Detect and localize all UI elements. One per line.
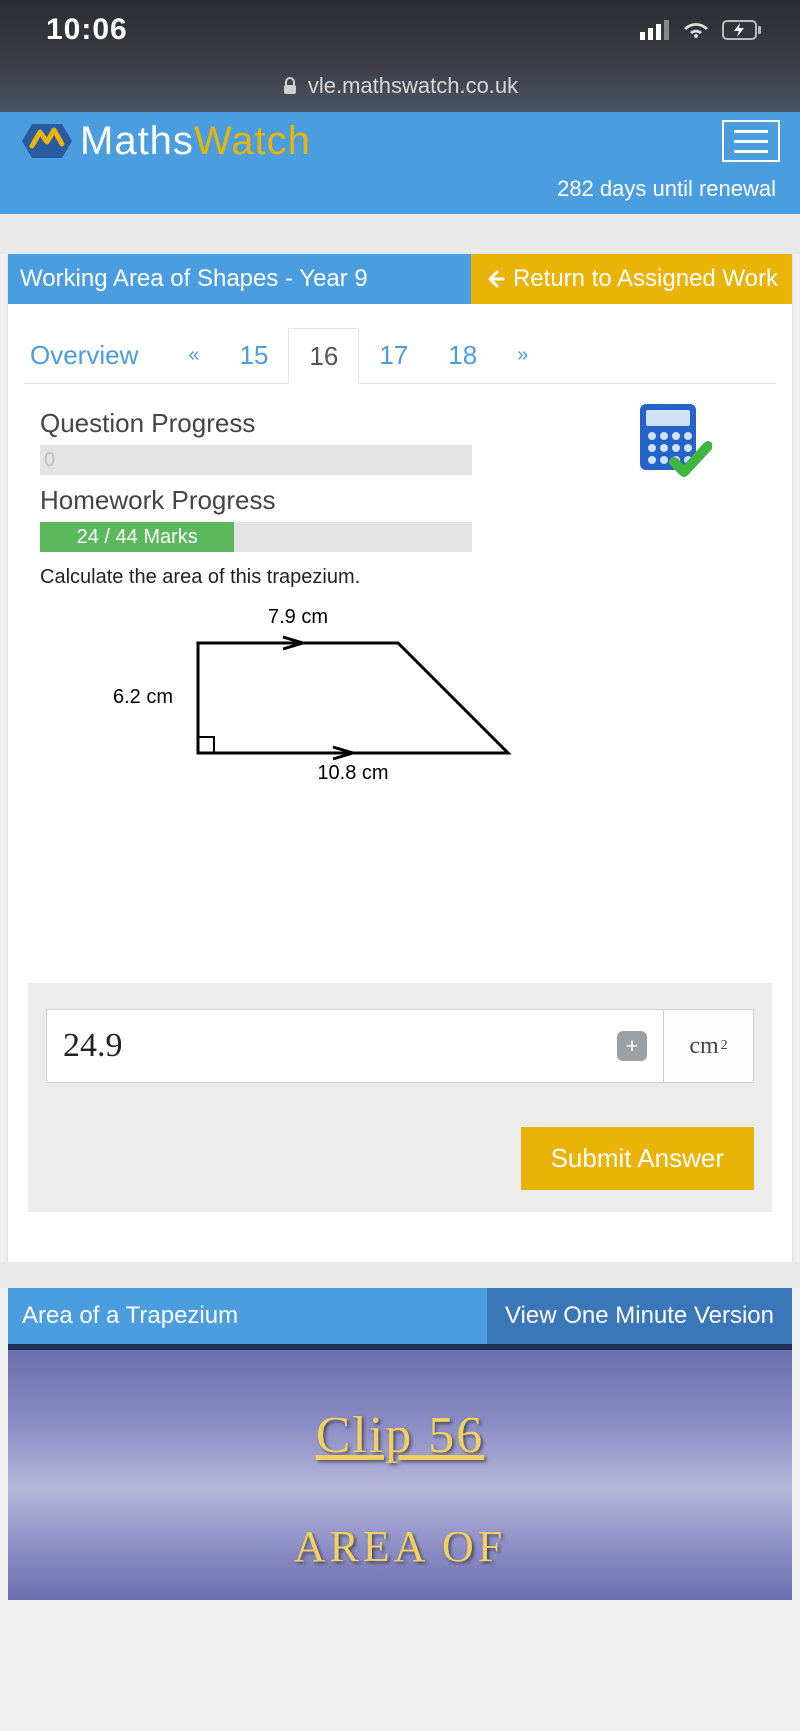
trapezium-diagram: 7.9 cm 6.2 cm 10.8 cm	[8, 599, 792, 803]
homework-progress-fill: 24 / 44 Marks	[40, 522, 234, 552]
return-label: Return to Assigned Work	[513, 265, 778, 293]
right-angle-marker	[198, 737, 214, 753]
renewal-text: 282 days until renewal	[20, 170, 780, 214]
homework-progress-bar: 24 / 44 Marks	[40, 522, 472, 552]
tab-17[interactable]: 17	[359, 328, 428, 383]
tab-strip: Overview « 15 16 17 18 »	[24, 328, 776, 384]
expand-input-button[interactable]: +	[617, 1031, 647, 1061]
answer-area: 24.9 + cm2 Submit Answer	[28, 983, 772, 1212]
battery-charging-icon	[722, 20, 762, 40]
logo-text-1: Maths	[80, 119, 194, 163]
tab-16[interactable]: 16	[288, 328, 359, 384]
question-progress-bar: 0	[40, 445, 472, 475]
tab-overview[interactable]: Overview	[24, 328, 168, 383]
top-length-label: 7.9 cm	[268, 606, 328, 628]
tab-prev[interactable]: «	[168, 328, 219, 383]
answer-unit: cm2	[664, 1009, 754, 1083]
return-button[interactable]: Return to Assigned Work	[471, 254, 792, 304]
tab-15[interactable]: 15	[219, 328, 288, 383]
clip-number: Clip 56	[316, 1406, 485, 1465]
clip-subtitle: AREA OF	[294, 1521, 507, 1572]
logo[interactable]: MathsWatch	[20, 118, 311, 164]
video-card: Area of a Trapezium View One Minute Vers…	[8, 1288, 792, 1600]
question-progress-value: 0	[44, 449, 55, 471]
calculator-allowed-icon	[634, 402, 712, 485]
clock: 10:06	[46, 13, 128, 47]
logo-text-2: Watch	[194, 119, 311, 163]
url-host: vle.mathswatch.co.uk	[308, 73, 518, 99]
question-card: Working Area of Shapes - Year 9 Return t…	[8, 254, 792, 1262]
cellular-icon	[640, 20, 670, 40]
status-bar: 10:06	[0, 0, 800, 60]
video-thumbnail[interactable]: Clip 56 AREA OF	[8, 1344, 792, 1600]
video-title: Area of a Trapezium	[8, 1288, 487, 1344]
status-icons	[640, 20, 762, 40]
lock-icon	[282, 77, 298, 95]
view-one-minute-button[interactable]: View One Minute Version	[487, 1288, 792, 1344]
bottom-length-label: 10.8 cm	[317, 762, 388, 784]
homework-progress-label: Homework Progress	[40, 485, 760, 516]
tab-18[interactable]: 18	[428, 328, 497, 383]
wifi-icon	[682, 20, 710, 40]
browser-url-bar: vle.mathswatch.co.uk	[0, 60, 800, 112]
app-header: MathsWatch 282 days until renewal	[0, 112, 800, 214]
answer-value: 24.9	[63, 1027, 123, 1065]
logo-icon	[20, 118, 74, 164]
tab-next[interactable]: »	[497, 328, 548, 383]
menu-button[interactable]	[722, 120, 780, 162]
answer-input[interactable]: 24.9 +	[46, 1009, 664, 1083]
height-label: 6.2 cm	[113, 686, 173, 708]
submit-answer-button[interactable]: Submit Answer	[521, 1127, 754, 1190]
card-title: Working Area of Shapes - Year 9	[8, 254, 471, 304]
trapezium-shape	[198, 643, 508, 753]
arrow-left-icon	[485, 269, 505, 289]
question-text: Calculate the area of this trapezium.	[8, 552, 792, 599]
